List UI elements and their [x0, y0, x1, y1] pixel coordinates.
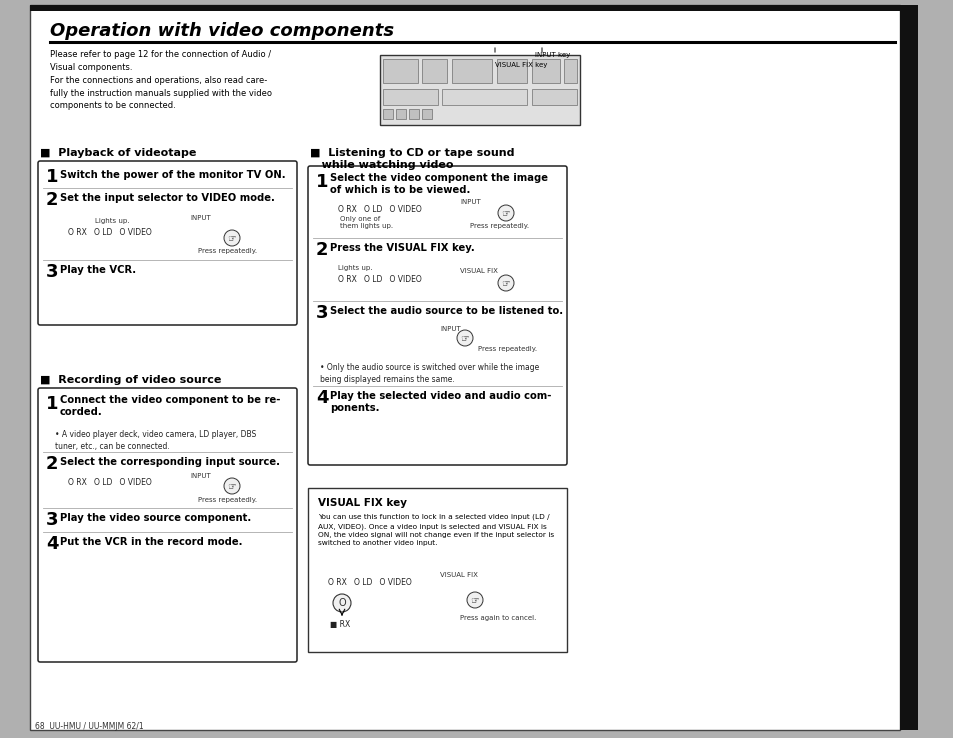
Text: Press repeatedly.: Press repeatedly. [198, 497, 257, 503]
FancyBboxPatch shape [441, 89, 526, 105]
Text: ■  Listening to CD or tape sound
   while watching video: ■ Listening to CD or tape sound while wa… [310, 148, 514, 170]
Text: You can use this function to lock in a selected video input (LD /
AUX, VIDEO). O: You can use this function to lock in a s… [317, 514, 554, 547]
Text: VISUAL FIX key: VISUAL FIX key [317, 498, 407, 508]
Text: VISUAL FIX: VISUAL FIX [439, 572, 477, 578]
Text: Operation with video components: Operation with video components [50, 22, 394, 40]
Text: Select the audio source to be listened to.: Select the audio source to be listened t… [330, 306, 562, 316]
Text: 4: 4 [46, 535, 58, 553]
Text: O RX   O LD   O VIDEO: O RX O LD O VIDEO [337, 205, 421, 214]
Text: Play the video source component.: Play the video source component. [60, 513, 251, 523]
Text: 4: 4 [315, 389, 328, 407]
Text: Play the selected video and audio com-
ponents.: Play the selected video and audio com- p… [330, 391, 551, 413]
Text: VISUAL FIX key: VISUAL FIX key [495, 62, 547, 68]
Text: 2: 2 [315, 241, 328, 259]
Text: 2: 2 [46, 455, 58, 473]
FancyBboxPatch shape [38, 388, 296, 662]
Text: Press repeatedly.: Press repeatedly. [470, 223, 529, 229]
Text: Set the input selector to VIDEO mode.: Set the input selector to VIDEO mode. [60, 193, 274, 203]
Text: O: O [337, 598, 345, 608]
Text: 3: 3 [315, 304, 328, 322]
Text: INPUT: INPUT [439, 326, 460, 332]
FancyBboxPatch shape [532, 89, 577, 105]
FancyBboxPatch shape [421, 109, 432, 119]
FancyBboxPatch shape [38, 161, 296, 325]
FancyBboxPatch shape [563, 59, 577, 83]
Text: ☞: ☞ [228, 482, 236, 492]
FancyBboxPatch shape [30, 5, 899, 11]
Text: VISUAL FIX: VISUAL FIX [459, 268, 497, 274]
FancyBboxPatch shape [395, 109, 406, 119]
FancyBboxPatch shape [452, 59, 492, 83]
FancyBboxPatch shape [379, 55, 579, 125]
Text: ☞: ☞ [501, 279, 510, 289]
Text: Select the corresponding input source.: Select the corresponding input source. [60, 457, 280, 467]
FancyBboxPatch shape [497, 59, 526, 83]
Text: Only one of
them lights up.: Only one of them lights up. [339, 216, 393, 229]
Text: O RX   O LD   O VIDEO: O RX O LD O VIDEO [68, 228, 152, 237]
FancyBboxPatch shape [382, 89, 437, 105]
FancyBboxPatch shape [421, 59, 447, 83]
Text: ☞: ☞ [470, 596, 478, 606]
FancyBboxPatch shape [899, 5, 917, 730]
Text: Press repeatedly.: Press repeatedly. [198, 248, 257, 254]
Text: Connect the video component to be re-
corded.: Connect the video component to be re- co… [60, 395, 280, 416]
Text: Please refer to page 12 for the connection of Audio /
Visual components.
For the: Please refer to page 12 for the connecti… [50, 50, 272, 111]
Circle shape [497, 275, 514, 291]
Text: • A video player deck, video camera, LD player, DBS
tuner, etc., can be connecte: • A video player deck, video camera, LD … [55, 430, 256, 451]
Circle shape [456, 330, 473, 346]
FancyBboxPatch shape [30, 5, 899, 730]
Text: INPUT: INPUT [190, 215, 211, 221]
Text: 68  UU-HMU / UU-MMJM 62/1: 68 UU-HMU / UU-MMJM 62/1 [35, 722, 144, 731]
Text: Switch the power of the monitor TV ON.: Switch the power of the monitor TV ON. [60, 170, 285, 180]
Circle shape [333, 594, 351, 612]
Text: INPUT: INPUT [190, 473, 211, 479]
Text: Press the VISUAL FIX key.: Press the VISUAL FIX key. [330, 243, 475, 253]
Text: 3: 3 [46, 263, 58, 281]
FancyBboxPatch shape [308, 166, 566, 465]
Text: • Only the audio source is switched over while the image
being displayed remains: • Only the audio source is switched over… [319, 363, 538, 384]
Text: Press repeatedly.: Press repeatedly. [477, 346, 537, 352]
FancyBboxPatch shape [308, 488, 566, 652]
Text: Select the video component the image
of which is to be viewed.: Select the video component the image of … [330, 173, 547, 195]
Text: ☞: ☞ [460, 334, 469, 344]
Circle shape [467, 592, 482, 608]
Text: O RX   O LD   O VIDEO: O RX O LD O VIDEO [328, 578, 412, 587]
Text: ■  Playback of videotape: ■ Playback of videotape [40, 148, 196, 158]
Text: 3: 3 [46, 511, 58, 529]
Text: ☞: ☞ [501, 209, 510, 219]
Text: Press again to cancel.: Press again to cancel. [459, 615, 536, 621]
Text: Lights up.: Lights up. [95, 218, 130, 224]
Text: INPUT key: INPUT key [535, 52, 570, 58]
Text: 2: 2 [46, 191, 58, 209]
Text: ■ RX: ■ RX [330, 620, 350, 629]
Text: ■  Recording of video source: ■ Recording of video source [40, 375, 221, 385]
FancyBboxPatch shape [382, 109, 393, 119]
FancyBboxPatch shape [532, 59, 559, 83]
Text: 1: 1 [46, 168, 58, 186]
Text: Play the VCR.: Play the VCR. [60, 265, 136, 275]
FancyBboxPatch shape [409, 109, 418, 119]
Circle shape [497, 205, 514, 221]
Text: ☞: ☞ [228, 234, 236, 244]
Text: Lights up.: Lights up. [337, 265, 372, 271]
Text: 1: 1 [315, 173, 328, 191]
Text: O RX   O LD   O VIDEO: O RX O LD O VIDEO [68, 478, 152, 487]
Circle shape [224, 230, 240, 246]
Text: O RX   O LD   O VIDEO: O RX O LD O VIDEO [337, 275, 421, 284]
Circle shape [224, 478, 240, 494]
Text: INPUT: INPUT [459, 199, 480, 205]
FancyBboxPatch shape [382, 59, 417, 83]
Text: Put the VCR in the record mode.: Put the VCR in the record mode. [60, 537, 242, 547]
Text: 1: 1 [46, 395, 58, 413]
